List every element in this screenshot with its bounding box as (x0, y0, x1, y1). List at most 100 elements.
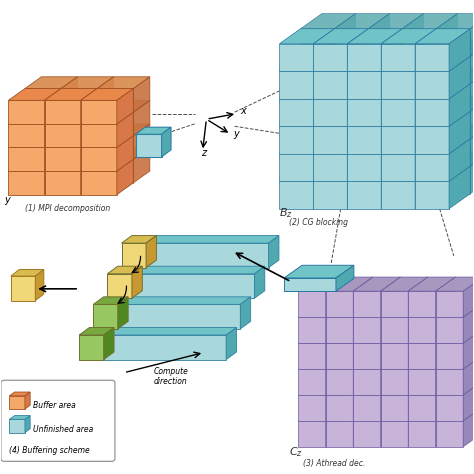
Polygon shape (117, 136, 133, 171)
Polygon shape (133, 100, 150, 136)
Polygon shape (118, 304, 240, 329)
Polygon shape (402, 124, 424, 166)
Polygon shape (45, 112, 97, 124)
Polygon shape (298, 421, 326, 447)
Polygon shape (11, 276, 36, 301)
Polygon shape (415, 166, 437, 209)
Polygon shape (313, 29, 335, 71)
Polygon shape (402, 41, 424, 84)
Polygon shape (381, 29, 402, 71)
Polygon shape (347, 56, 368, 99)
Polygon shape (402, 29, 437, 56)
Polygon shape (437, 96, 457, 139)
Polygon shape (408, 381, 456, 395)
FancyBboxPatch shape (1, 380, 115, 461)
Polygon shape (9, 100, 45, 124)
Polygon shape (81, 89, 133, 100)
Polygon shape (45, 89, 61, 124)
Polygon shape (353, 381, 401, 395)
Polygon shape (408, 317, 436, 343)
Polygon shape (402, 96, 424, 139)
Polygon shape (301, 124, 356, 139)
Polygon shape (437, 14, 474, 29)
Polygon shape (415, 44, 449, 71)
Polygon shape (353, 381, 373, 421)
Polygon shape (353, 303, 401, 317)
Polygon shape (61, 124, 114, 136)
Polygon shape (402, 139, 437, 166)
Text: $y$: $y$ (4, 195, 12, 207)
Polygon shape (326, 329, 346, 369)
Polygon shape (470, 96, 474, 139)
Polygon shape (279, 154, 313, 181)
Polygon shape (381, 139, 437, 154)
Polygon shape (335, 151, 390, 166)
Polygon shape (381, 369, 408, 395)
Polygon shape (79, 335, 104, 359)
Polygon shape (45, 159, 61, 195)
Polygon shape (437, 69, 474, 84)
Polygon shape (437, 14, 457, 56)
Polygon shape (298, 317, 326, 343)
Polygon shape (279, 111, 335, 126)
Polygon shape (81, 136, 97, 171)
Polygon shape (381, 71, 415, 99)
Polygon shape (381, 277, 428, 291)
Polygon shape (298, 329, 346, 343)
Text: (4) Buffering scheme: (4) Buffering scheme (9, 446, 90, 455)
Polygon shape (301, 84, 335, 111)
Polygon shape (353, 407, 401, 421)
Polygon shape (81, 100, 117, 124)
Polygon shape (381, 291, 408, 317)
Polygon shape (9, 392, 30, 396)
Polygon shape (436, 421, 463, 447)
Polygon shape (436, 317, 463, 343)
Polygon shape (9, 171, 45, 195)
Polygon shape (279, 181, 313, 209)
Polygon shape (301, 166, 335, 194)
Polygon shape (402, 124, 457, 139)
Polygon shape (437, 56, 470, 84)
Polygon shape (61, 136, 97, 159)
Text: z: z (201, 148, 206, 158)
Polygon shape (347, 44, 381, 71)
Polygon shape (45, 159, 97, 171)
Polygon shape (97, 100, 150, 112)
Polygon shape (368, 84, 402, 111)
Text: Buffer area: Buffer area (33, 401, 76, 410)
Polygon shape (313, 111, 335, 154)
Polygon shape (9, 112, 61, 124)
Polygon shape (9, 396, 25, 409)
Polygon shape (36, 270, 44, 301)
Polygon shape (108, 274, 132, 298)
Polygon shape (326, 291, 353, 317)
Polygon shape (61, 100, 78, 136)
Polygon shape (97, 89, 133, 112)
Polygon shape (437, 139, 470, 166)
Polygon shape (415, 154, 449, 181)
Polygon shape (335, 56, 368, 84)
Polygon shape (313, 56, 335, 99)
Polygon shape (381, 166, 437, 181)
Polygon shape (45, 171, 81, 195)
Polygon shape (436, 329, 456, 369)
Polygon shape (368, 69, 424, 84)
Polygon shape (463, 407, 474, 447)
Polygon shape (335, 151, 356, 194)
Text: (3) Athread dec.: (3) Athread dec. (303, 458, 365, 467)
Polygon shape (9, 416, 30, 419)
Text: (2) CG blocking: (2) CG blocking (289, 218, 348, 227)
Polygon shape (415, 139, 470, 154)
Polygon shape (298, 343, 326, 369)
Polygon shape (301, 111, 335, 139)
Text: $B_z$: $B_z$ (279, 206, 293, 219)
Text: Compute
direction: Compute direction (154, 366, 189, 386)
Polygon shape (313, 139, 368, 154)
Polygon shape (326, 329, 373, 343)
Polygon shape (97, 124, 114, 159)
Polygon shape (437, 166, 470, 194)
Polygon shape (437, 151, 457, 194)
Polygon shape (368, 41, 424, 56)
Polygon shape (81, 171, 117, 195)
Polygon shape (408, 407, 428, 447)
